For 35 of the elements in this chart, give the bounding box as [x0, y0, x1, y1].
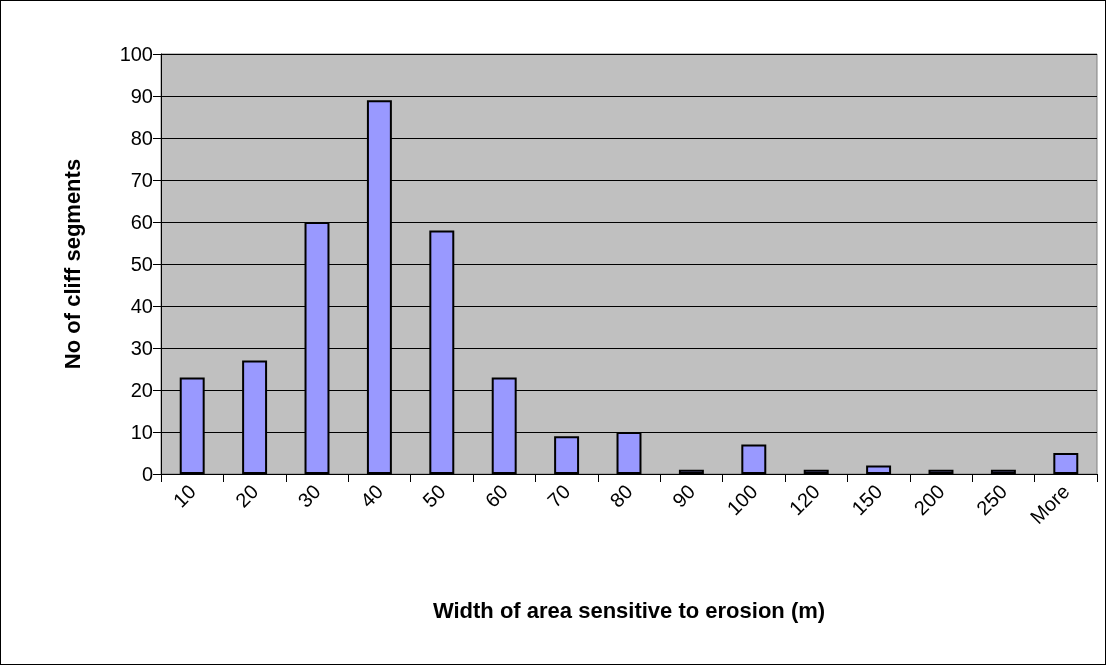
bar — [1053, 453, 1079, 474]
x-tick-label: 90 — [667, 480, 700, 512]
x-tick-label: 80 — [605, 480, 637, 512]
x-tick-label: 60 — [480, 480, 512, 512]
x-tick-label: 20 — [231, 480, 263, 512]
bar — [678, 469, 704, 474]
bar — [741, 444, 767, 474]
y-tick-label: 90 — [130, 85, 153, 107]
y-tick-label: 100 — [119, 43, 153, 65]
x-tick-label: 70 — [543, 480, 575, 512]
x-tick-label: 40 — [355, 480, 388, 512]
y-tick-label: 80 — [130, 127, 153, 149]
y-tick-label: 60 — [130, 211, 153, 233]
y-tick-label: 10 — [130, 421, 153, 443]
x-tick-label: 10 — [168, 480, 200, 512]
x-tick-label: 30 — [293, 480, 325, 512]
x-tick-label: 50 — [418, 480, 450, 512]
bar — [866, 465, 892, 474]
y-axis-title: No of cliff segments — [59, 158, 85, 370]
x-tick-label: 250 — [972, 480, 1012, 520]
bar — [803, 469, 829, 474]
y-tick-label: 30 — [130, 337, 153, 359]
y-tick-label: 20 — [130, 379, 153, 401]
y-tick-label: 70 — [130, 169, 153, 191]
bar — [990, 469, 1016, 474]
y-tick-label: 40 — [130, 295, 153, 317]
y-tick-label: 0 — [141, 463, 153, 485]
x-tick-label: 100 — [722, 480, 762, 520]
x-axis-title: Width of area sensitive to erosion (m) — [432, 597, 826, 623]
x-tick-label: 120 — [784, 480, 824, 520]
bar — [554, 436, 580, 474]
x-tick-label: 150 — [847, 480, 887, 520]
x-tick-label: 200 — [909, 480, 949, 520]
bar — [928, 469, 954, 474]
y-tick-label: 50 — [130, 253, 153, 275]
